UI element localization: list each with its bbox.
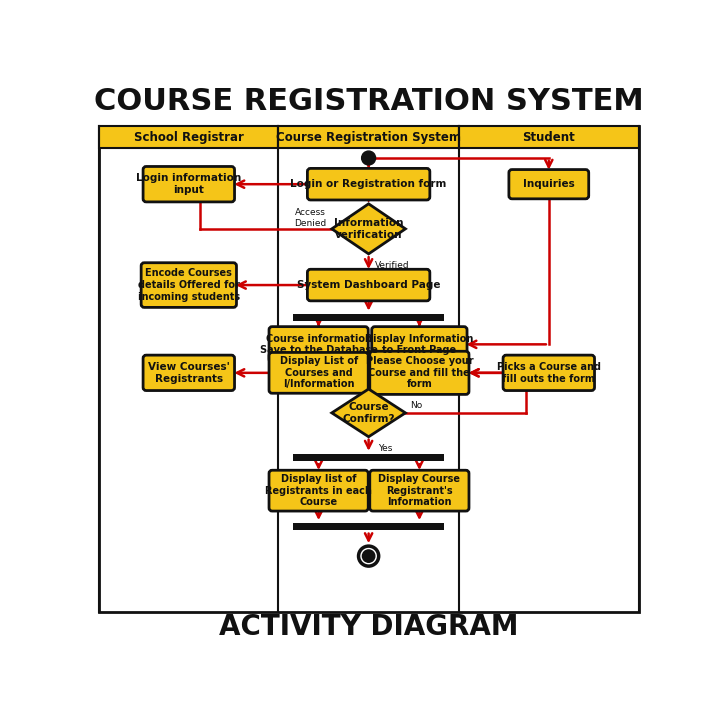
Circle shape — [361, 151, 376, 165]
Bar — [99, 127, 639, 612]
Text: Login information
input: Login information input — [136, 174, 241, 195]
Text: Course information
Save to the Database: Course information Save to the Database — [260, 333, 377, 355]
Text: Display Information
to Front Page: Display Information to Front Page — [365, 333, 474, 355]
Bar — [459, 127, 639, 148]
FancyBboxPatch shape — [372, 327, 467, 362]
Text: Course Registration System: Course Registration System — [276, 131, 461, 144]
FancyBboxPatch shape — [143, 355, 235, 390]
FancyBboxPatch shape — [143, 166, 235, 202]
FancyBboxPatch shape — [269, 470, 368, 511]
Bar — [99, 127, 279, 148]
Text: Access
Denied: Access Denied — [294, 208, 327, 228]
Text: Course
Confirm?: Course Confirm? — [343, 402, 395, 423]
FancyBboxPatch shape — [503, 355, 595, 390]
Text: Display List of
Courses and
I/Information: Display List of Courses and I/Informatio… — [279, 356, 358, 390]
Text: Student: Student — [523, 131, 575, 144]
Text: Encode Courses
details Offered for
incoming students: Encode Courses details Offered for incom… — [138, 269, 240, 302]
Text: Display list of
Registrants in each
Course: Display list of Registrants in each Cour… — [265, 474, 372, 508]
FancyBboxPatch shape — [269, 352, 368, 393]
FancyBboxPatch shape — [307, 269, 430, 301]
Circle shape — [362, 550, 375, 562]
Bar — [279, 127, 459, 148]
Text: View Courses'
Registrants: View Courses' Registrants — [148, 362, 230, 384]
Text: COURSE REGISTRATION SYSTEM: COURSE REGISTRATION SYSTEM — [94, 87, 644, 117]
Text: Display Course
Registrant's
Information: Display Course Registrant's Information — [379, 474, 460, 508]
FancyBboxPatch shape — [370, 351, 469, 395]
Text: Information
verification: Information verification — [334, 218, 403, 240]
FancyBboxPatch shape — [269, 327, 368, 362]
Text: No: No — [410, 400, 423, 410]
FancyBboxPatch shape — [141, 263, 236, 307]
Bar — [293, 523, 444, 531]
Text: Picks a Course and
fill outs the form: Picks a Course and fill outs the form — [497, 362, 600, 384]
Bar — [293, 314, 444, 321]
Text: Inquiries: Inquiries — [523, 179, 575, 189]
Polygon shape — [332, 204, 405, 254]
FancyBboxPatch shape — [307, 168, 430, 200]
Bar — [293, 454, 444, 461]
FancyBboxPatch shape — [509, 169, 589, 199]
FancyBboxPatch shape — [370, 470, 469, 511]
Text: Yes: Yes — [379, 444, 393, 453]
Text: School Registrar: School Registrar — [134, 131, 244, 144]
Text: Verified: Verified — [374, 261, 409, 269]
Text: Login or Registration form: Login or Registration form — [290, 179, 447, 189]
Text: Please Choose your
Course and fill the
form: Please Choose your Course and fill the f… — [366, 356, 473, 390]
Text: ACTIVITY DIAGRAM: ACTIVITY DIAGRAM — [220, 613, 518, 641]
Polygon shape — [332, 389, 405, 437]
Text: System Dashboard Page: System Dashboard Page — [297, 280, 441, 290]
